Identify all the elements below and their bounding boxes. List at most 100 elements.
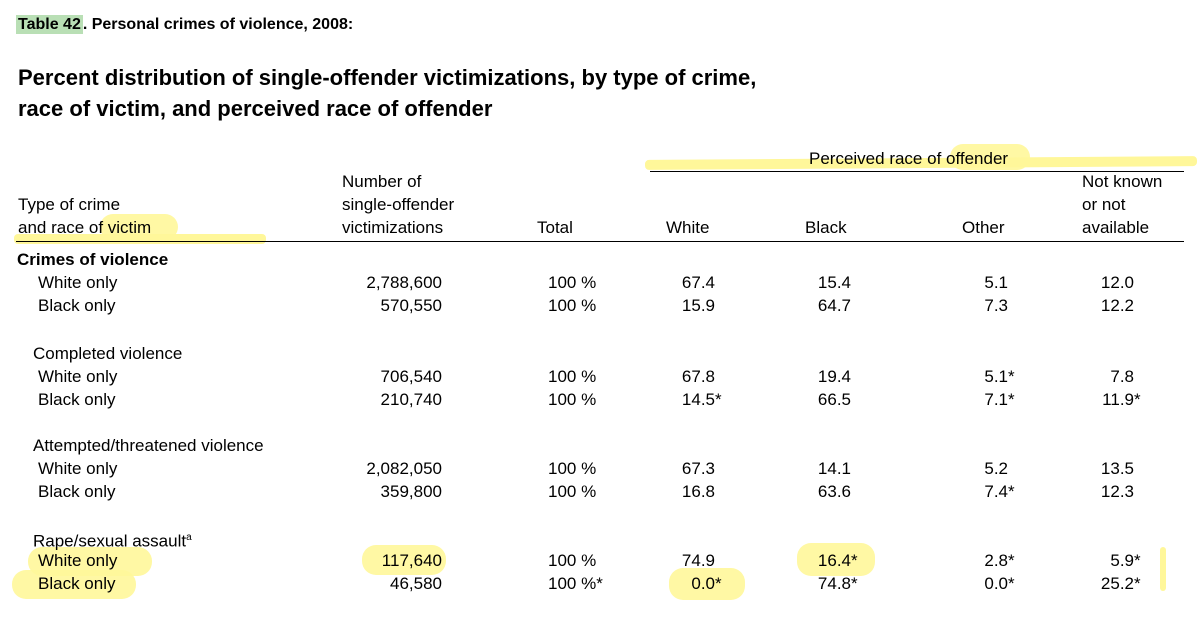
cell-total: 100 % bbox=[548, 551, 597, 570]
cell-other: 5.1 bbox=[984, 273, 1008, 292]
cell-white: 67.8 bbox=[681, 367, 715, 386]
cell-black: 15.4 bbox=[817, 273, 851, 292]
cell-black: 16.4 * bbox=[817, 551, 858, 570]
table-label: Table 42 bbox=[16, 15, 83, 34]
cell-white: 16.8 bbox=[681, 482, 715, 501]
cell-white: 74.9 bbox=[681, 551, 715, 570]
row-label: White only bbox=[38, 551, 118, 570]
cell-number: 46,580 bbox=[390, 574, 442, 593]
footnote-star: * bbox=[1008, 482, 1015, 501]
subtitle-line-1: Percent distribution of single-offender … bbox=[18, 65, 757, 90]
footnote-star: * bbox=[1134, 390, 1141, 409]
cell-total: 100 % bbox=[548, 367, 597, 386]
footnote-star: * bbox=[1008, 367, 1015, 386]
cell-white: 14.5 * bbox=[681, 390, 722, 409]
row-label: Black only bbox=[38, 482, 116, 501]
cell-black: 64.7 bbox=[817, 296, 851, 315]
footnote-star: * bbox=[1134, 574, 1141, 593]
cell-total: 100 % bbox=[548, 459, 597, 478]
header-group-rule bbox=[650, 171, 1184, 172]
cell-unknown: 7.8 bbox=[1110, 367, 1134, 386]
cell-other: 7.1 * bbox=[984, 390, 1015, 409]
cell-other: 0.0 * bbox=[984, 574, 1015, 593]
cell-total: 100 % bbox=[548, 296, 597, 315]
footnote-star: * bbox=[715, 390, 722, 409]
row-label: Black only bbox=[38, 574, 116, 593]
header-perceived-race: Perceived race of offender bbox=[809, 149, 1009, 168]
header-notknown-line-3: available bbox=[1082, 218, 1150, 237]
header-black: Black bbox=[805, 218, 847, 237]
highlight-marker-line bbox=[1160, 547, 1166, 591]
footnote-star: * bbox=[1008, 551, 1015, 570]
footnote-star: * bbox=[851, 574, 858, 593]
cell-unknown: 11.9 * bbox=[1102, 390, 1141, 409]
cell-white: 15.9 bbox=[681, 296, 715, 315]
header-total: Total bbox=[537, 218, 573, 237]
header-type-line-2: and race of victim bbox=[18, 218, 152, 237]
cell-black: 74.8 * bbox=[817, 574, 858, 593]
cell-unknown: 12.0 bbox=[1100, 273, 1134, 292]
cell-other: 5.2 bbox=[984, 459, 1008, 478]
cell-total: 100 % bbox=[548, 482, 597, 501]
highlight-marker bbox=[669, 568, 745, 600]
cell-number: 117,640 bbox=[381, 551, 442, 570]
highlight-marker-line bbox=[14, 234, 266, 244]
footnote-star: * bbox=[1134, 551, 1141, 570]
cell-black: 63.6 bbox=[817, 482, 851, 501]
cell-unknown: 5.9 * bbox=[1110, 551, 1141, 570]
footnote-star: * bbox=[1008, 390, 1015, 409]
cell-white: 67.4 bbox=[681, 273, 715, 292]
row-label: Black only bbox=[38, 296, 116, 315]
footnote-superscript: a bbox=[186, 532, 192, 543]
header-number-line-1: Number of bbox=[342, 172, 422, 191]
table-title-text: . Personal crimes of violence, 2008: bbox=[82, 16, 354, 33]
cell-total: 100 % bbox=[548, 273, 597, 292]
table-subtitle: Percent distribution of single-offender … bbox=[18, 62, 756, 124]
cell-total: 100 %* bbox=[548, 574, 603, 593]
header-white: White bbox=[666, 218, 710, 237]
row-label: White only bbox=[38, 459, 118, 478]
section-title: Completed violence bbox=[33, 344, 183, 363]
highlight-marker bbox=[797, 543, 875, 576]
cell-unknown: 12.2 bbox=[1100, 296, 1134, 315]
cell-other: 2.8 * bbox=[984, 551, 1015, 570]
table-title: Table 42. Personal crimes of violence, 2… bbox=[16, 15, 354, 34]
cell-number: 359,800 bbox=[380, 482, 442, 501]
row-label: White only bbox=[38, 367, 118, 386]
footnote-star: * bbox=[1008, 574, 1015, 593]
row-label: Black only bbox=[38, 390, 116, 409]
header-number: Number of single-offender victimizations bbox=[342, 170, 454, 239]
section-title: Attempted/threatened violence bbox=[33, 436, 264, 455]
cell-white: 0.0 * bbox=[691, 574, 722, 593]
header-not-known: Not known or not available bbox=[1082, 170, 1162, 239]
cell-black: 19.4 bbox=[817, 367, 851, 386]
header-number-line-2: single-offender bbox=[342, 195, 455, 214]
section-title: Rape/sexual assaulta bbox=[33, 531, 192, 551]
cell-number: 210,740 bbox=[380, 390, 442, 409]
header-notknown-line-2: or not bbox=[1082, 195, 1126, 214]
cell-number: 570,550 bbox=[380, 296, 442, 315]
footnote-star: * bbox=[851, 551, 858, 570]
cell-black: 14.1 bbox=[817, 459, 851, 478]
cell-white: 67.3 bbox=[681, 459, 715, 478]
highlight-marker bbox=[12, 570, 136, 599]
cell-black: 66.5 bbox=[817, 390, 851, 409]
header-number-line-3: victimizations bbox=[342, 218, 444, 237]
row-label: White only bbox=[38, 273, 118, 292]
header-type-of-crime: Type of crime and race of victim bbox=[18, 193, 151, 239]
subtitle-line-2: race of victim, and perceived race of of… bbox=[18, 96, 493, 121]
cell-unknown: 12.3 bbox=[1100, 482, 1134, 501]
highlight-marker bbox=[362, 545, 446, 575]
cell-other: 7.3 bbox=[984, 296, 1008, 315]
header-notknown-line-1: Not known bbox=[1082, 172, 1163, 191]
section-title: Crimes of violence bbox=[17, 250, 169, 269]
cell-total: 100 % bbox=[548, 390, 597, 409]
cell-other: 5.1 * bbox=[984, 367, 1015, 386]
cell-unknown: 13.5 bbox=[1100, 459, 1134, 478]
cell-number: 706,540 bbox=[380, 367, 442, 386]
cell-unknown: 25.2 * bbox=[1100, 574, 1141, 593]
cell-number: 2,082,050 bbox=[366, 459, 442, 478]
header-bottom-rule bbox=[16, 241, 1184, 242]
cell-number: 2,788,600 bbox=[366, 273, 442, 292]
cell-other: 7.4 * bbox=[984, 482, 1015, 501]
